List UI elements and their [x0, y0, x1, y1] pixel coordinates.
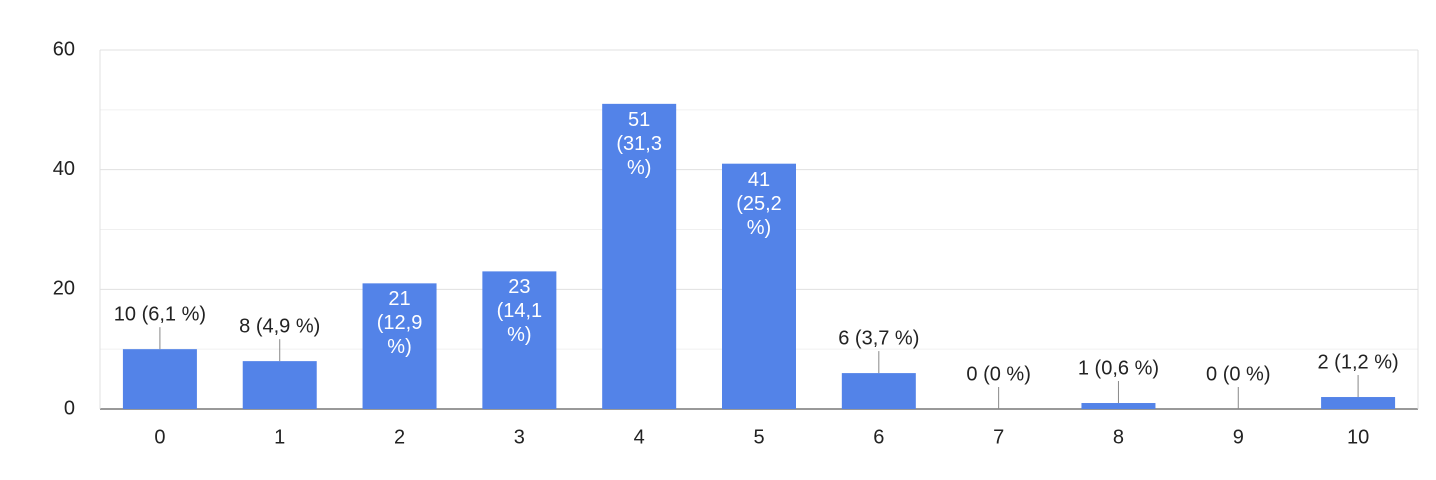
- value-label: 8 (4,9 %): [239, 315, 320, 337]
- bar: [722, 163, 796, 409]
- bar: [122, 349, 197, 409]
- y-tick-label: 40: [53, 158, 75, 180]
- value-label: 0 (0 %): [966, 363, 1030, 385]
- x-tick-label: 1: [274, 426, 285, 448]
- bar: [362, 283, 437, 409]
- bar: [602, 103, 677, 409]
- x-tick-label: 0: [154, 426, 165, 448]
- value-label: 23 (14,1 %): [496, 276, 543, 347]
- bar: [1321, 397, 1396, 409]
- bar: [482, 271, 557, 409]
- value-label: 51 (31,3 %): [616, 108, 662, 179]
- x-tick-label: 10: [1347, 426, 1369, 448]
- value-label: 10 (6,1 %): [114, 303, 206, 325]
- x-tick-label: 3: [514, 426, 525, 448]
- x-tick-label: 7: [993, 426, 1004, 448]
- y-tick-label: 0: [64, 397, 75, 419]
- y-tick-label: 20: [53, 278, 75, 300]
- value-label: 6 (3,7 %): [838, 327, 919, 349]
- bar: [1081, 403, 1156, 409]
- bar: [242, 361, 317, 409]
- value-label: 21 (12,9 %): [376, 288, 423, 359]
- value-label: 1 (0,6 %): [1078, 357, 1159, 379]
- x-tick-label: 2: [394, 426, 405, 448]
- value-label: 2 (1,2 %): [1318, 351, 1399, 373]
- value-label: 41 (25,2 %): [736, 168, 782, 239]
- bar: [841, 373, 916, 409]
- x-tick-label: 9: [1233, 426, 1244, 448]
- x-tick-label: 4: [634, 426, 645, 448]
- x-tick-label: 5: [753, 426, 764, 448]
- value-label: 0 (0 %): [1206, 363, 1270, 385]
- x-tick-label: 8: [1113, 426, 1124, 448]
- x-tick-label: 6: [873, 426, 884, 448]
- y-tick-label: 60: [53, 38, 75, 60]
